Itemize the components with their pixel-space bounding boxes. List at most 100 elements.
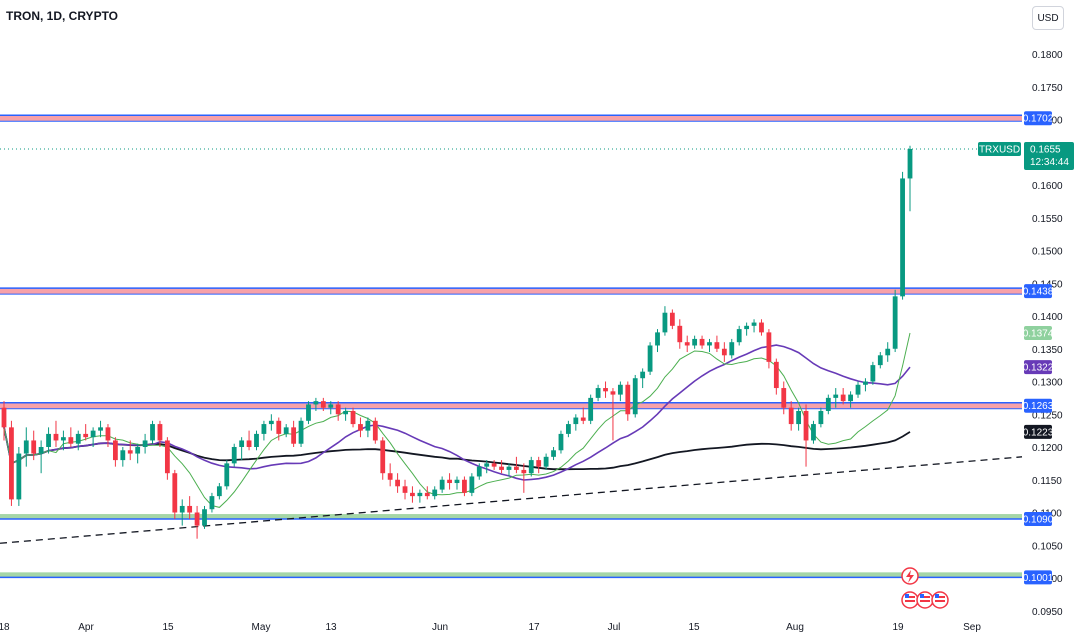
resistance-level-badge: 0.1263 [1023, 398, 1054, 413]
resistance-zone [0, 115, 1022, 122]
candle-up [120, 447, 126, 467]
lightning-icon[interactable] [901, 567, 919, 585]
candle-body [202, 509, 207, 526]
time-tick-label: Sep [963, 622, 981, 633]
candle-body [439, 479, 445, 490]
candle-body [506, 466, 512, 470]
candle-body [573, 417, 579, 425]
candle-up [328, 401, 334, 415]
candle-body [773, 361, 779, 389]
candle-body [127, 450, 133, 454]
candle-down [395, 473, 400, 493]
lightning-icon-bolt [906, 570, 914, 583]
candle-body [811, 424, 816, 441]
candle-body [536, 460, 542, 467]
candle-down [447, 473, 452, 490]
dashed-trendline [0, 456, 1023, 544]
candle-down [387, 463, 393, 487]
candle-body [721, 348, 727, 356]
candle-body [53, 433, 59, 441]
candle-up [417, 489, 423, 503]
candle-body [759, 322, 764, 333]
candle-body [9, 427, 14, 500]
candle-body [246, 440, 252, 447]
candle-body [261, 424, 267, 434]
badge-bg [1024, 360, 1052, 375]
candle-body [298, 420, 304, 444]
candle-body [565, 424, 571, 434]
candle-up [796, 407, 802, 431]
price-badge-bg [1024, 141, 1074, 170]
candle-down [424, 486, 430, 500]
candle-down [31, 430, 37, 461]
candle-up [202, 505, 207, 529]
candle-up [38, 440, 44, 474]
candle-down [291, 420, 297, 447]
candle-up [142, 433, 148, 454]
candle-up [476, 463, 482, 480]
us-flag-icon[interactable] [901, 591, 919, 609]
candle-body [543, 456, 549, 467]
candle-body [558, 433, 564, 451]
candle-body [476, 466, 482, 477]
candle-body [892, 296, 898, 349]
candle-up [751, 319, 757, 333]
candle-up [239, 437, 245, 461]
candle-body [825, 397, 831, 411]
candle-body [870, 365, 876, 382]
candle-down [773, 358, 779, 395]
candle-up [573, 414, 579, 431]
candles [1, 145, 913, 539]
candle-up [885, 342, 891, 362]
current-price-label: 0.1655 [1030, 144, 1061, 155]
candle-down [580, 407, 586, 425]
candle-body [766, 332, 772, 362]
candle-up [900, 171, 905, 300]
us-flag-icon[interactable] [916, 591, 934, 609]
candle-up [432, 486, 438, 500]
price-tick-label: 0.1400 [1032, 312, 1063, 323]
trendline[interactable] [0, 456, 1023, 544]
candle-up [268, 414, 274, 431]
candle-down [803, 404, 809, 467]
candle-up [848, 391, 853, 408]
candle-body [833, 394, 839, 398]
flag-canton [920, 594, 924, 598]
candle-body [194, 512, 200, 526]
candle-body [840, 394, 846, 402]
candle-up [231, 443, 237, 467]
currency-button[interactable]: USD [1032, 6, 1064, 30]
candle-body [328, 404, 334, 408]
candle-up [543, 453, 549, 470]
price-tick-label: 0.1500 [1032, 247, 1063, 258]
candle-up [617, 381, 623, 402]
badge-bg [1024, 570, 1052, 585]
time-tick-label: 19 [892, 622, 904, 633]
time-tick-label: 15 [688, 622, 700, 633]
candle-body [432, 489, 438, 497]
candle-body [647, 345, 653, 372]
candle-up [744, 322, 750, 336]
candle-body [677, 325, 683, 343]
candle-up [729, 338, 735, 359]
events[interactable] [901, 567, 949, 609]
us-flag-icon[interactable] [931, 591, 949, 609]
candle-up [855, 381, 861, 398]
candle-down [684, 335, 690, 353]
candle-up [662, 306, 668, 336]
candle-up [647, 342, 653, 375]
candle-down [536, 456, 542, 474]
price-tick-label: 0.1050 [1032, 541, 1063, 552]
candle-body [751, 322, 757, 326]
badge-bg [1024, 326, 1052, 341]
candle-up [135, 443, 141, 464]
time-axis[interactable]: 18 Apr 15 May 13 Jun 17 Jul 15 Aug 19 Sep [0, 622, 981, 633]
price-tick-label: 0.1300 [1032, 378, 1063, 389]
badge-label: 0.1438 [1023, 287, 1054, 298]
price-tick-label: 0.1150 [1032, 476, 1062, 487]
time-tick-label: 17 [528, 622, 540, 633]
candle-body [617, 384, 623, 395]
candle-down [714, 335, 720, 353]
candle-down [1, 401, 7, 441]
